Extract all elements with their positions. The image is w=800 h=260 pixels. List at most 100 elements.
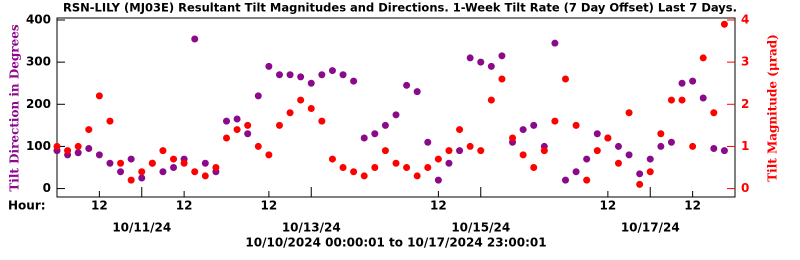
point xyxy=(551,39,559,47)
chart-title: RSN-LILY (MJ03E) Resultant Tilt Magnitud… xyxy=(63,1,737,15)
plot-frame xyxy=(56,17,736,198)
point xyxy=(678,79,686,87)
point xyxy=(636,180,644,188)
y2-axis-title: Tilt Magnitude (μrad) xyxy=(766,34,780,182)
point xyxy=(710,109,718,117)
point xyxy=(318,71,326,79)
point xyxy=(297,73,305,81)
point xyxy=(403,164,411,171)
point xyxy=(254,92,262,100)
point xyxy=(657,142,665,150)
point xyxy=(614,142,622,150)
point xyxy=(678,96,686,104)
point xyxy=(191,35,199,43)
point xyxy=(233,126,241,134)
point xyxy=(477,147,485,155)
point xyxy=(244,121,252,129)
point xyxy=(318,117,326,125)
point xyxy=(413,88,421,96)
point xyxy=(212,164,220,171)
point xyxy=(286,109,294,117)
point xyxy=(170,164,178,171)
point xyxy=(456,126,464,134)
point xyxy=(646,168,654,176)
point xyxy=(360,172,368,180)
y-tick-label: 400 xyxy=(26,13,51,27)
point xyxy=(53,142,61,150)
point xyxy=(519,151,527,159)
point xyxy=(445,159,453,167)
point xyxy=(106,159,114,167)
point xyxy=(180,159,188,167)
date-tick-label: 10/13/24 xyxy=(282,221,341,235)
point xyxy=(699,94,707,102)
point xyxy=(138,174,146,182)
date-tick-label: 10/15/24 xyxy=(451,221,510,235)
point xyxy=(551,117,559,125)
point xyxy=(339,71,347,79)
point xyxy=(381,121,389,129)
point xyxy=(371,130,379,138)
point xyxy=(201,172,209,180)
point xyxy=(434,155,442,163)
hour-tick-label: 12 xyxy=(261,199,278,213)
point xyxy=(74,149,82,157)
point xyxy=(689,142,697,150)
point xyxy=(434,176,442,184)
point xyxy=(127,155,135,163)
point xyxy=(530,121,538,129)
point xyxy=(477,58,485,66)
hour-tick-label: 12 xyxy=(91,199,108,213)
hour-tick-label: 12 xyxy=(430,199,447,213)
point xyxy=(328,155,336,163)
point xyxy=(350,168,358,176)
point xyxy=(64,147,72,155)
point xyxy=(466,142,474,150)
point xyxy=(254,142,262,150)
hour-tick-label: 12 xyxy=(684,199,701,213)
y-axis-title: Tilt Direction in Degrees xyxy=(8,24,22,191)
point xyxy=(562,75,569,83)
point xyxy=(117,159,125,167)
point xyxy=(148,159,156,167)
point xyxy=(562,176,569,184)
point xyxy=(201,159,209,167)
hour-tick-label: 12 xyxy=(176,199,193,213)
point xyxy=(244,130,252,138)
point xyxy=(593,130,601,138)
point xyxy=(413,172,421,180)
point xyxy=(223,117,230,125)
point xyxy=(604,134,612,142)
point xyxy=(403,81,411,89)
point xyxy=(297,96,305,104)
point xyxy=(265,62,273,70)
point xyxy=(424,138,432,146)
point xyxy=(424,164,432,171)
point xyxy=(191,168,199,176)
point xyxy=(498,52,506,60)
x-axis-label: Hour: xyxy=(8,199,46,213)
point xyxy=(117,168,125,176)
point xyxy=(572,168,580,176)
point xyxy=(614,159,622,167)
point xyxy=(138,168,146,176)
date-tick-label: 10/11/24 xyxy=(112,221,171,235)
point xyxy=(307,105,315,112)
point xyxy=(350,77,358,85)
point xyxy=(233,115,241,123)
point xyxy=(85,126,93,134)
point xyxy=(95,151,103,159)
y-tick-label: 200 xyxy=(26,97,51,111)
point xyxy=(487,96,495,104)
point xyxy=(360,134,368,142)
point xyxy=(583,176,591,184)
y-tick-label: 0 xyxy=(43,181,51,195)
point xyxy=(275,71,283,79)
point xyxy=(667,96,675,104)
y2-tick-label: 3 xyxy=(741,55,749,69)
point xyxy=(699,54,707,62)
y-tick-label: 300 xyxy=(26,55,51,69)
point xyxy=(636,170,644,178)
point xyxy=(720,20,728,28)
